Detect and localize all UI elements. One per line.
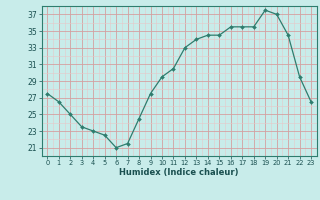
X-axis label: Humidex (Indice chaleur): Humidex (Indice chaleur): [119, 168, 239, 177]
